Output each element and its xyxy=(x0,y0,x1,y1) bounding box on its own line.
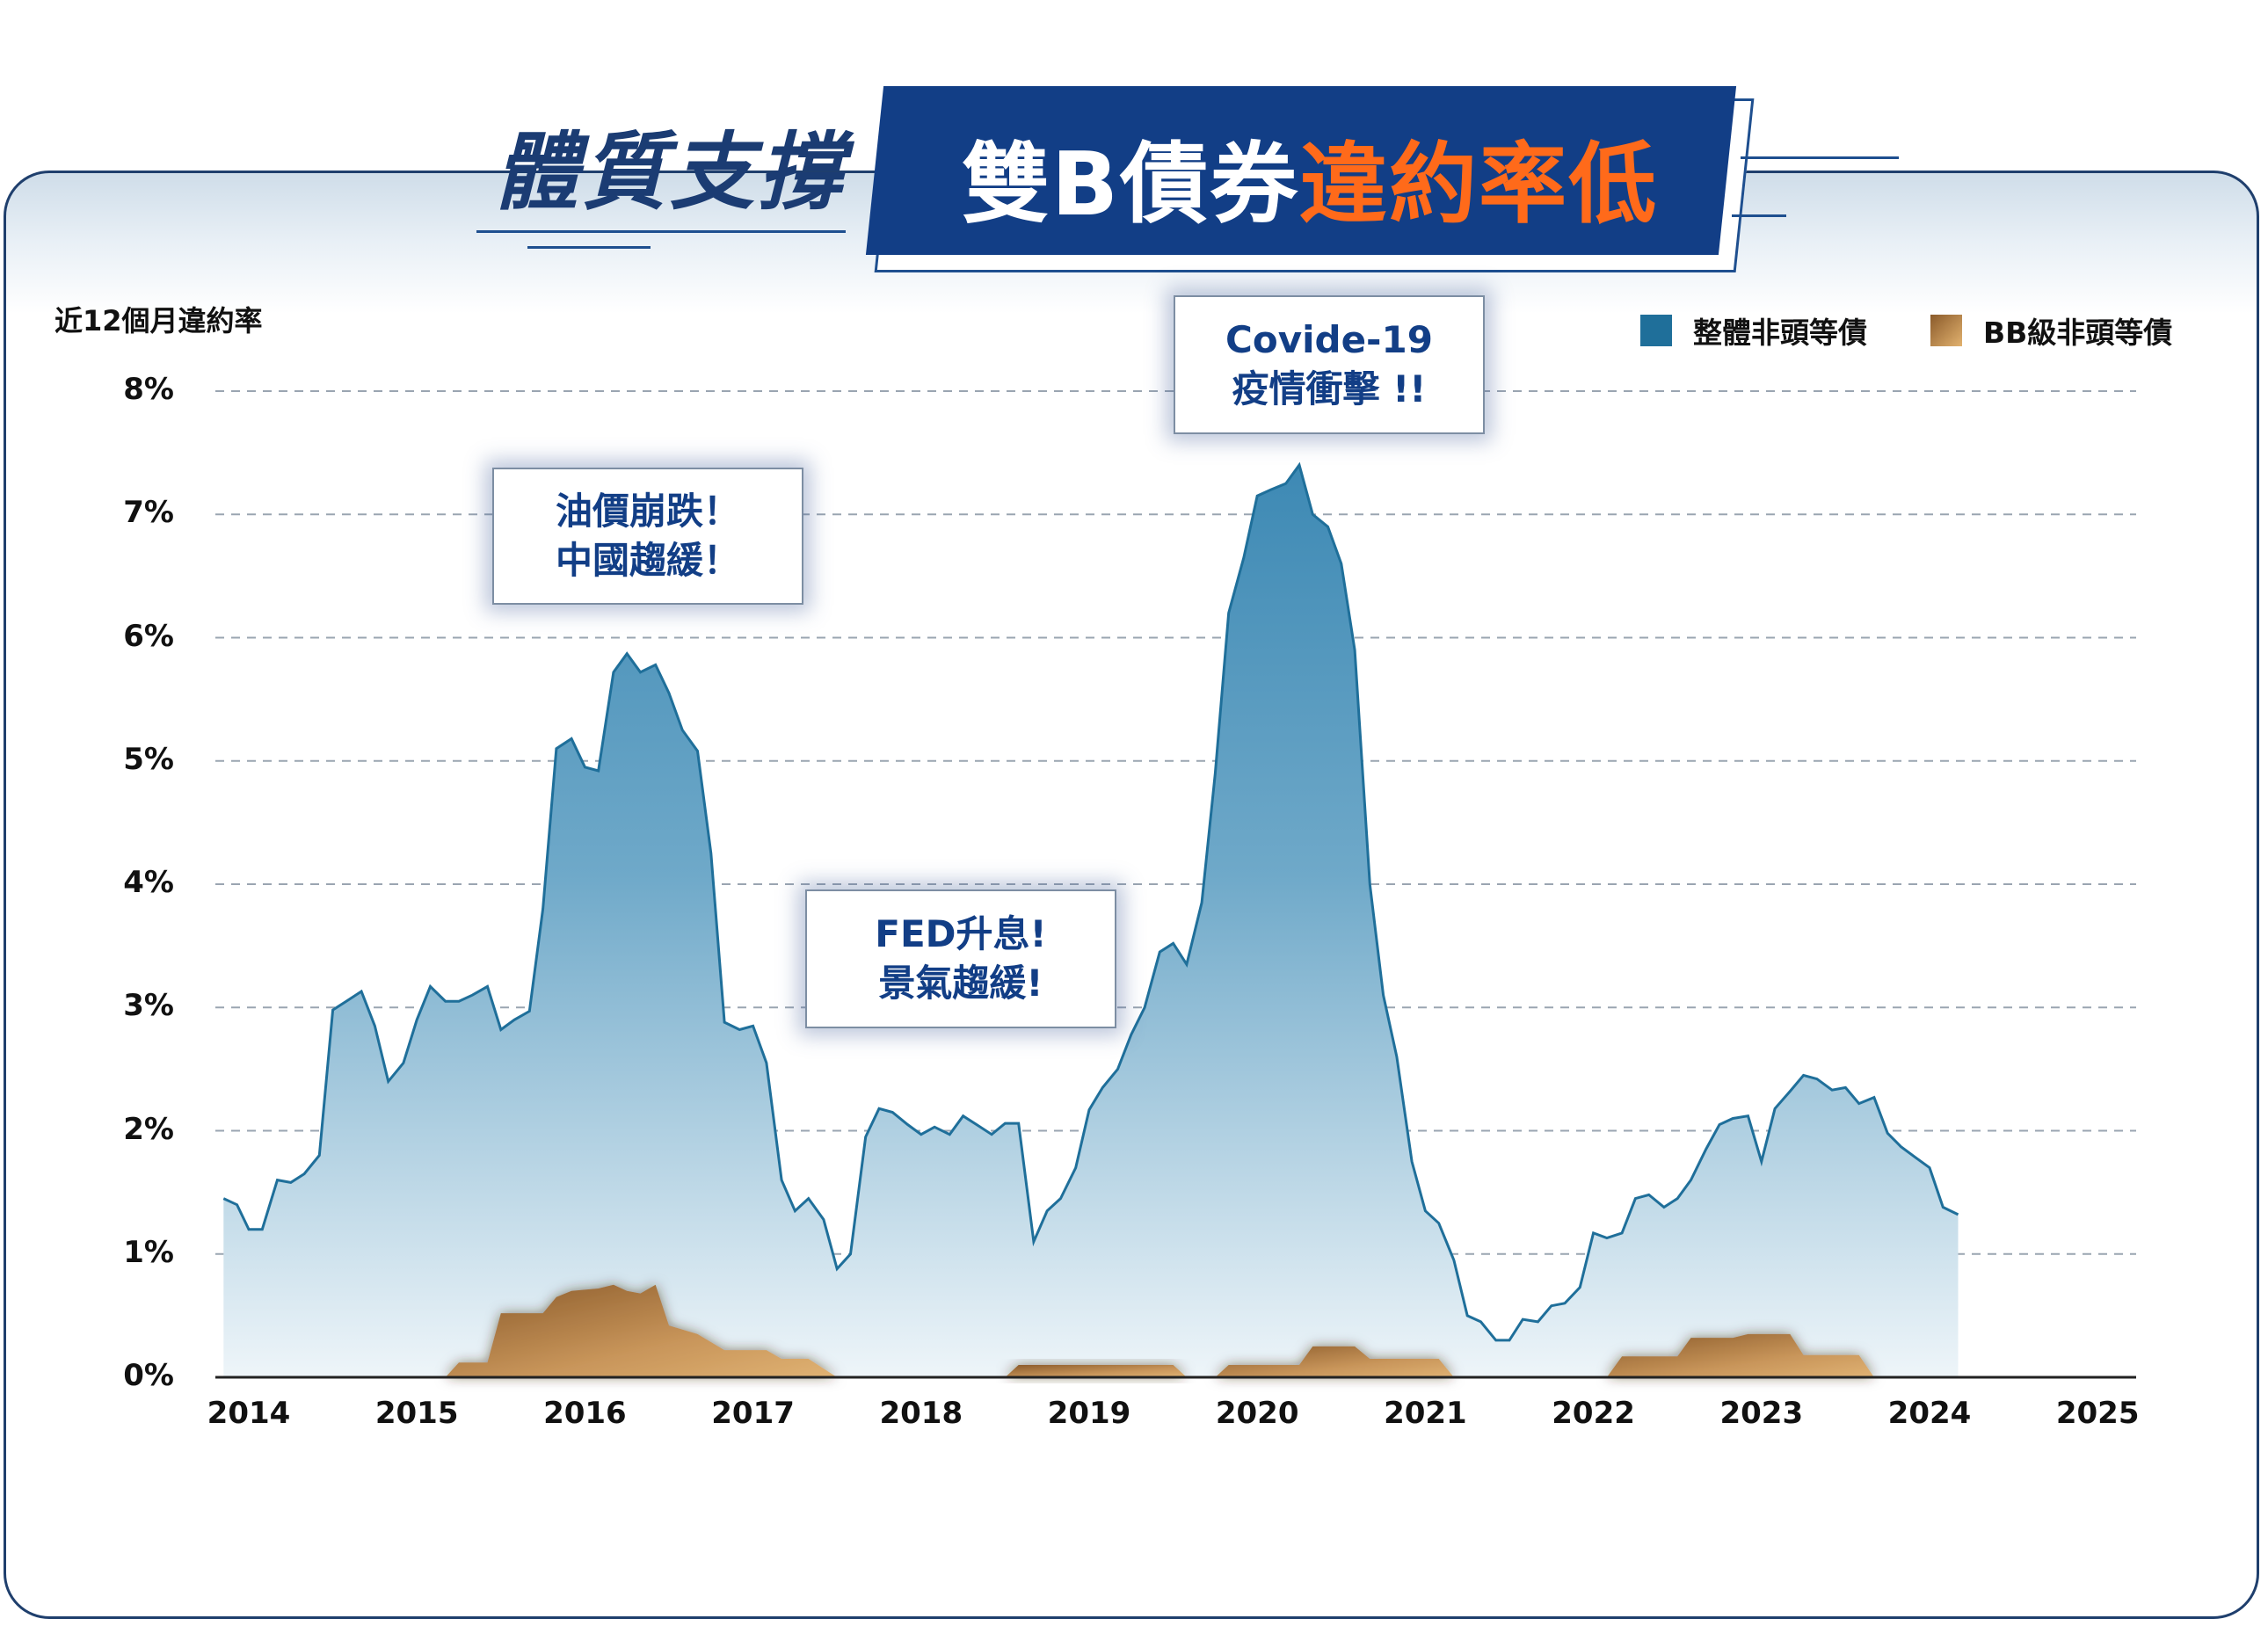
series-bb-area xyxy=(445,1284,838,1377)
y-axis-title: 近12個月違約率 xyxy=(55,304,263,338)
y-tick-label: 3% xyxy=(123,988,174,1024)
banner-title-orange: 違約率低 xyxy=(1299,133,1659,236)
legend-item-bb: BB級非頭等債 xyxy=(1930,309,2172,352)
y-tick-label: 6% xyxy=(123,618,174,654)
series-bb-area xyxy=(1606,1333,1874,1377)
y-tick-label: 4% xyxy=(123,865,174,900)
y-tick-label: 7% xyxy=(123,495,174,531)
legend-swatch-bb xyxy=(1930,315,1962,346)
x-tick-label: 2014 xyxy=(207,1396,291,1431)
annotation-fed: FED升息! 景氣趨緩! xyxy=(805,889,1116,1028)
annotation-line: Covide-19 xyxy=(1225,318,1433,361)
header-title-left: 體質支撐 xyxy=(494,123,846,221)
x-tick-label: 2017 xyxy=(711,1396,795,1431)
x-tick-label: 2022 xyxy=(1552,1396,1635,1431)
x-tick-label: 2019 xyxy=(1047,1396,1131,1431)
annotation-oil-china: 油價崩跌！ 中國趨緩！ xyxy=(492,468,803,605)
x-tick-label: 2021 xyxy=(1384,1396,1467,1431)
legend-label-overall: 整體非頭等債 xyxy=(1693,316,1867,350)
x-tick-label: 2025 xyxy=(2055,1396,2140,1431)
x-tick-label: 2024 xyxy=(1887,1396,1972,1431)
y-tick-label: 2% xyxy=(123,1111,174,1147)
series-bb-area xyxy=(1215,1346,1454,1377)
decorative-line xyxy=(1741,156,1899,159)
series-layer xyxy=(215,461,2136,1379)
series-overall-area xyxy=(223,465,1959,1377)
annotation-covid: Covide-19 疫情衝擊 !! xyxy=(1174,295,1485,434)
legend-item-overall: 整體非頭等債 xyxy=(1640,309,1867,352)
banner-title-white: 雙B債券 xyxy=(961,133,1300,236)
annotation-line: 中國趨緩！ xyxy=(555,539,740,582)
annotation-line: 油價崩跌！ xyxy=(555,490,740,533)
y-tick-label: 0% xyxy=(123,1358,174,1393)
x-tick-label: 2023 xyxy=(1719,1396,1804,1431)
x-tick-label: 2020 xyxy=(1215,1396,1299,1431)
decorative-line xyxy=(1732,214,1786,217)
series-bb-area xyxy=(1005,1365,1187,1377)
legend-label-bb: BB級非頭等債 xyxy=(1983,316,2173,350)
annotation-line: 景氣趨緩! xyxy=(878,962,1043,1005)
y-tick-label: 5% xyxy=(123,741,174,777)
y-tick-label: 1% xyxy=(123,1234,174,1270)
legend-swatch-overall xyxy=(1640,315,1672,346)
y-tick-label: 8% xyxy=(123,372,174,407)
banner-title: 雙B債券違約率低 xyxy=(932,113,1688,240)
annotation-line: FED升息! xyxy=(875,912,1047,955)
x-tick-label: 2018 xyxy=(879,1396,963,1431)
series-overall-line xyxy=(222,461,1959,1342)
x-tick-label: 2016 xyxy=(543,1396,627,1431)
x-tick-label: 2015 xyxy=(374,1396,459,1431)
header-underline xyxy=(476,230,846,233)
annotation-line: 疫情衝擊 !! xyxy=(1232,367,1427,410)
header-underline-short xyxy=(527,246,651,249)
